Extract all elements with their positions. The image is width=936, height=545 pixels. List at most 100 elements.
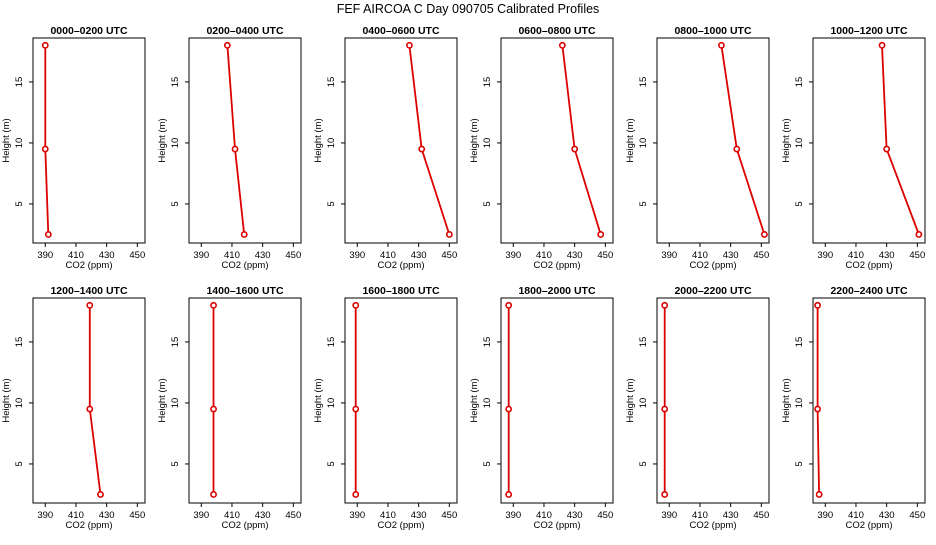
data-point: [210, 405, 217, 413]
data-point: [418, 145, 426, 153]
y-axis-label: Height (m): [313, 118, 324, 162]
y-tick-label: 15: [638, 337, 649, 348]
y-tick-label: 15: [482, 77, 493, 88]
x-axis-label: CO2 (ppm): [66, 520, 113, 531]
series-line: [88, 305, 102, 495]
y-tick-label: 5: [14, 461, 25, 466]
data-point: [406, 41, 413, 49]
data-point: [505, 405, 513, 413]
y-tick-label: 10: [482, 398, 493, 409]
y-tick-label: 15: [638, 77, 649, 88]
x-tick-label: 410: [224, 250, 240, 261]
x-tick-label: 450: [909, 250, 925, 261]
data-point: [814, 405, 822, 413]
series-line: [561, 45, 602, 235]
x-axis-label: CO2 (ppm): [66, 260, 113, 271]
panel-title: 0400–0600 UTC: [362, 25, 439, 37]
y-tick-label: 5: [482, 201, 493, 206]
y-tick-label: 15: [794, 77, 805, 88]
plot-frame: [812, 37, 926, 244]
x-tick-label: 390: [505, 250, 521, 261]
data-point: [44, 231, 52, 238]
data-point: [505, 491, 513, 498]
y-tick-label: 15: [326, 77, 337, 88]
x-tick-label: 450: [597, 510, 613, 521]
plot-frame: [344, 37, 458, 244]
data-point: [210, 301, 217, 309]
y-axis-label: Height (m): [157, 118, 168, 162]
y-axis-label: Height (m): [781, 118, 792, 162]
panel-title: 0000–0200 UTC: [50, 25, 127, 37]
x-tick-label: 450: [129, 510, 145, 521]
x-tick-label: 390: [37, 510, 53, 521]
x-tick-label: 410: [692, 510, 708, 521]
x-tick-label: 390: [349, 250, 365, 261]
y-tick-label: 15: [482, 337, 493, 348]
y-axis-label: Height (m): [781, 378, 792, 422]
data-point: [352, 405, 360, 413]
series-line: [226, 45, 246, 235]
x-tick-label: 450: [129, 250, 145, 261]
y-tick-label: 10: [170, 398, 181, 409]
x-axis-label: CO2 (ppm): [690, 520, 737, 531]
y-tick-label: 10: [14, 138, 25, 149]
series-line: [720, 45, 766, 235]
y-tick-label: 10: [794, 138, 805, 149]
x-tick-label: 450: [753, 510, 769, 521]
x-tick-label: 430: [723, 510, 739, 521]
data-point: [41, 41, 49, 49]
x-tick-label: 410: [848, 510, 864, 521]
panel-2: 0200–0400 UTC 390 410 430 450 5 10 15 CO2 (ppm) H…: [157, 25, 302, 271]
x-tick-label: 450: [909, 510, 925, 521]
panel-title: 2200–2400 UTC: [830, 285, 907, 297]
plot-frame: [32, 37, 146, 244]
y-tick-label: 5: [14, 201, 25, 206]
plot-frame: [188, 37, 302, 244]
y-tick-label: 5: [326, 461, 337, 466]
y-axis-label: Height (m): [625, 118, 636, 162]
figure-title: FEF AIRCOA C Day 090705 Calibrated Profi…: [337, 2, 600, 16]
data-point: [86, 301, 94, 309]
data-point: [223, 41, 231, 49]
x-axis-label: CO2 (ppm): [222, 520, 269, 531]
x-tick-label: 410: [224, 510, 240, 521]
panel-9: 1600–1800 UTC 390 410 430 450 5 10 15 CO2 (ppm) H…: [313, 285, 458, 531]
data-point: [558, 41, 566, 49]
y-tick-label: 15: [170, 337, 181, 348]
y-tick-label: 10: [638, 138, 649, 149]
data-point: [597, 231, 605, 238]
y-axis-label: Height (m): [313, 378, 324, 422]
x-axis-label: CO2 (ppm): [534, 260, 581, 271]
panel-title: 1600–1800 UTC: [362, 285, 439, 297]
x-axis-label: CO2 (ppm): [378, 260, 425, 271]
x-tick-label: 410: [692, 250, 708, 261]
data-point: [883, 145, 891, 153]
y-tick-label: 5: [170, 201, 181, 206]
plot-frame: [656, 37, 770, 244]
x-axis-label: CO2 (ppm): [846, 520, 893, 531]
panel-1: 0000–0200 UTC 390 410 430 450 5 10 15 CO2 (ppm) H…: [1, 25, 146, 271]
y-tick-label: 10: [482, 138, 493, 149]
x-axis-label: CO2 (ppm): [846, 260, 893, 271]
series-line: [881, 45, 920, 235]
y-tick-label: 15: [14, 77, 25, 88]
y-tick-label: 15: [326, 337, 337, 348]
data-point: [86, 405, 94, 413]
data-point: [878, 41, 886, 49]
panel-3: 0400–0600 UTC 390 410 430 450 5 10 15 CO2 (ppm) H…: [313, 25, 458, 271]
y-tick-label: 10: [170, 138, 181, 149]
panel-12: 2200–2400 UTC 390 410 430 450 5 10 15 CO2 (ppm) H…: [781, 285, 926, 531]
data-point: [210, 491, 217, 498]
x-tick-label: 430: [99, 510, 115, 521]
data-point: [814, 301, 822, 309]
data-point: [352, 491, 360, 498]
y-axis-label: Height (m): [157, 378, 168, 422]
x-tick-label: 410: [380, 250, 396, 261]
x-tick-label: 450: [441, 250, 457, 261]
plot-frame: [32, 297, 146, 504]
x-tick-label: 430: [255, 510, 271, 521]
data-point: [915, 231, 923, 238]
plot-frame: [500, 37, 614, 244]
data-point: [815, 491, 823, 498]
y-tick-label: 10: [638, 398, 649, 409]
